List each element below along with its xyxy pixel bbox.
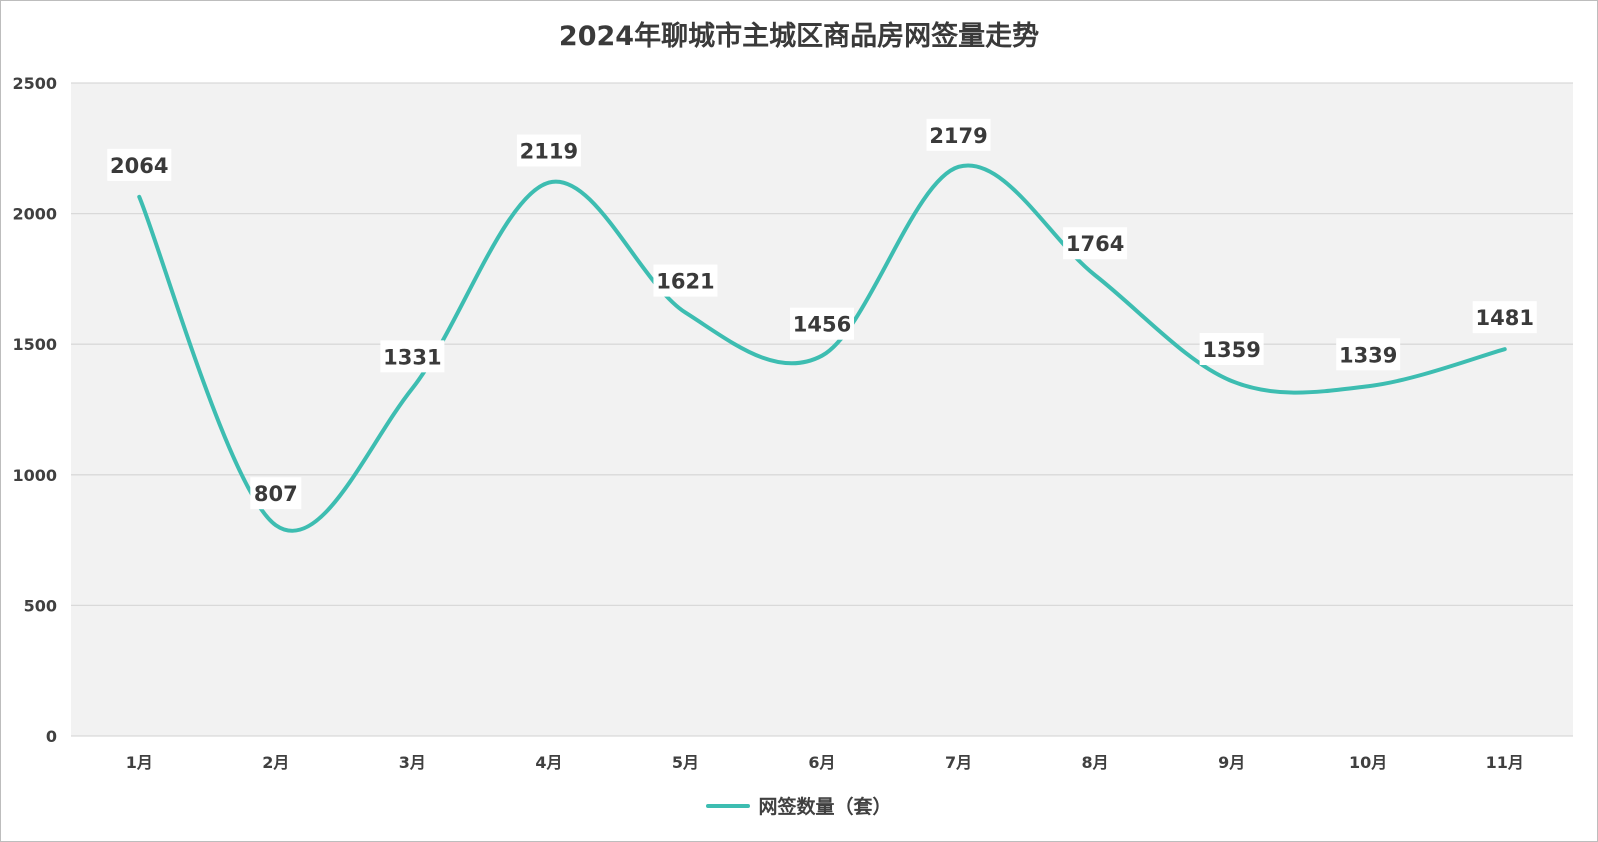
data-label: 807: [254, 482, 298, 506]
data-label: 1481: [1476, 306, 1534, 330]
y-tick-label: 1500: [12, 335, 57, 354]
data-label-background: [1199, 333, 1264, 366]
x-tick-label: 4月: [535, 753, 562, 772]
x-tick-label: 7月: [945, 753, 972, 772]
data-label: 1339: [1339, 343, 1397, 367]
data-label: 2119: [520, 140, 578, 164]
gridlines: [71, 82, 1573, 737]
y-axis-tick-labels: 0 500 1000 1500 2000 2500: [12, 74, 57, 746]
x-tick-label: 9月: [1218, 753, 1245, 772]
series-lines: [137, 163, 1507, 533]
data-label-background: [516, 134, 581, 167]
chart-title: 2024年聊城市主城区商品房网签量走势: [558, 21, 1040, 52]
legend: 网签数量（套）: [0, 792, 1598, 819]
series-line: [137, 163, 1507, 533]
data-label: 2064: [110, 154, 168, 178]
x-tick-label: 10月: [1349, 753, 1387, 772]
data-label-background: [926, 118, 991, 151]
x-tick-label: 8月: [1082, 753, 1109, 772]
data-labels: 2064 807 1331 2119 1621 1456 2179 1764 1359 1339 1…: [107, 118, 1537, 510]
data-label-background: [1336, 338, 1401, 371]
data-label-background: [653, 264, 718, 297]
y-tick-label: 2500: [12, 74, 57, 93]
data-label: 1359: [1202, 338, 1260, 362]
legend-swatch: [706, 803, 751, 808]
x-tick-label: 2月: [262, 753, 289, 772]
data-label: 1764: [1066, 232, 1124, 256]
data-label-background: [107, 148, 172, 181]
legend-label: 网签数量（套）: [758, 796, 892, 818]
y-tick-label: 500: [24, 596, 57, 615]
data-label-background: [790, 307, 854, 340]
data-label: 2179: [929, 124, 987, 148]
y-tick-label: 2000: [12, 205, 57, 224]
data-label: 1621: [656, 270, 714, 294]
data-label-background: [250, 477, 302, 510]
data-label: 1456: [793, 313, 851, 337]
data-label-background: [1063, 227, 1128, 260]
plot-area: [71, 83, 1573, 736]
x-tick-label: 3月: [399, 753, 426, 772]
x-tick-label: 1月: [126, 753, 153, 772]
x-tick-label: 5月: [672, 753, 699, 772]
y-tick-label: 0: [46, 727, 57, 746]
y-tick-label: 1000: [12, 466, 57, 485]
data-label-background: [1472, 301, 1537, 334]
x-tick-label: 6月: [808, 753, 835, 772]
x-tick-label: 11月: [1486, 753, 1524, 772]
x-axis-tick-labels: 1月 2月 3月 4月 5月 6月 7月 8月 9月 10月 11月: [126, 753, 1524, 772]
data-label: 1331: [383, 345, 441, 369]
data-label-background: [380, 340, 445, 373]
